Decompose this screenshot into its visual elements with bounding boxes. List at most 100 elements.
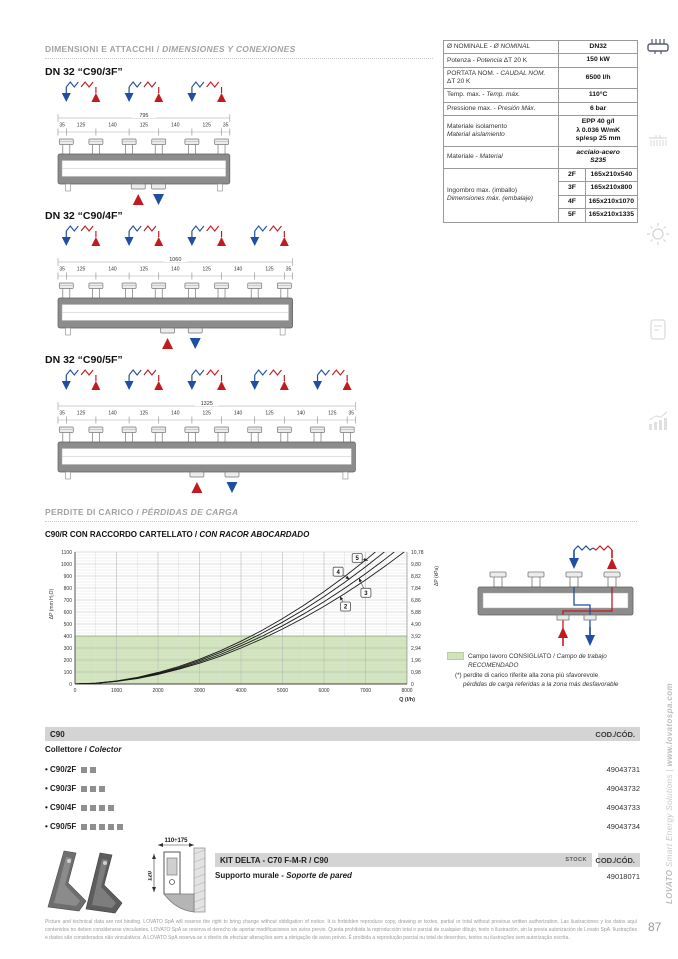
svg-text:35: 35 [286,267,292,273]
manifold-icon [647,39,669,54]
svg-text:125: 125 [140,411,149,417]
legend-note-2: pérdidas de carga referidas a la zona má… [463,681,619,689]
spec-row: 3F 165x210x800 [444,181,639,196]
svg-text:140: 140 [108,267,117,273]
svg-text:4,90: 4,90 [411,622,421,628]
svg-text:300: 300 [64,646,73,652]
svg-text:800: 800 [64,586,73,592]
c90-cod-label: COD./CÓD. [595,729,635,739]
legend-band-2: RECOMENDADO [468,662,519,670]
c90-row-name: • C90/2F [45,765,97,774]
svg-text:4: 4 [336,570,340,576]
svg-text:5,88: 5,88 [411,610,421,616]
svg-text:10,78: 10,78 [411,550,424,556]
section-title-es: DIMENSIONES Y CONEXIONES [162,44,296,54]
spec-row: Materiale - Material acciaio-acero S235 [442,145,638,169]
svg-text:9,80: 9,80 [411,562,421,568]
flow-schematic [477,545,634,646]
zone-square-icon [108,805,115,811]
spec-row: 5F 165x210x1335 [444,208,639,223]
spec-row: Pressione max. - Presión Máx. 6 bar [442,101,638,117]
svg-text:0: 0 [74,688,77,694]
svg-text:35: 35 [223,123,229,129]
spec-row: 4F 165x210x1070 [444,194,639,210]
svg-text:140: 140 [108,123,117,129]
c90-row-name: • C90/3F [45,784,106,793]
spec-row: Ingombro max. (imballo) Dimensiones máx.… [442,167,639,223]
svg-text:2: 2 [344,605,348,611]
svg-text:6000: 6000 [318,688,329,694]
spec-row: PORTATA NOM. - CAUDAL NOM. ΔT 20 K 6500 l… [442,66,638,90]
svg-text:7000: 7000 [360,688,371,694]
svg-text:500: 500 [64,622,73,628]
svg-text:140: 140 [171,267,180,273]
kit-delta-code: 49018071 [606,872,640,881]
svg-text:125: 125 [265,411,274,417]
svg-text:3,92: 3,92 [411,634,421,640]
svg-text:700: 700 [64,598,73,604]
manifold-drawing-c90-3f: 795 35 125 140 125 140 125 35 [57,81,231,205]
svg-text:0: 0 [69,682,72,688]
zone-square-icon [90,786,97,792]
sketch-dim-height: 120 [148,870,154,881]
svg-text:125: 125 [140,123,149,129]
chart-legend: Campo lavoro CONSIGLIATO / Campo de trab… [447,652,645,690]
zone-square-icon [99,824,106,830]
svg-text:140: 140 [234,411,243,417]
footer-disclaimer: Picture and technical data are not bindi… [45,919,637,941]
drawing-title-c90-5f: DN 32 “C90/5F” [45,354,123,366]
svg-text:3000: 3000 [194,688,205,694]
svg-text:125: 125 [77,267,86,273]
svg-text:1060: 1060 [169,257,181,263]
c90-row: • C90/3F 49043732 [45,779,640,798]
svg-text:8000: 8000 [401,688,412,694]
zone-square-icon [90,767,97,773]
svg-text:140: 140 [171,411,180,417]
page-number: 87 [648,920,662,934]
c90-subheader: Collettore / Colector [45,745,122,754]
spec-table-body: Ø NOMINALE - Ø NOMINAL DN32 Potenza - Pote… [442,39,639,223]
zone-square-icon [117,824,124,830]
fan-coil-icon [649,135,667,146]
svg-text:100: 100 [64,670,73,676]
svg-text:4000: 4000 [235,688,246,694]
svg-text:8,82: 8,82 [411,574,421,580]
pressure-title-es: PÉRDIDAS DE CARGA [141,507,239,517]
section-header-dimensions: DIMENSIONI E ATTACCHI / DIMENSIONES Y CO… [45,44,433,59]
svg-text:125: 125 [140,267,149,273]
zone-square-icon [81,805,88,811]
bracket-photo [47,850,123,914]
chart-icon [648,411,668,430]
svg-text:0,98: 0,98 [411,670,421,676]
svg-text:140: 140 [171,123,180,129]
svg-text:600: 600 [64,610,73,616]
svg-text:2000: 2000 [152,688,163,694]
manifold-drawing-c90-4f: 1060 35 125 140 125 140 125 140 125 35 [57,225,293,349]
svg-text:200: 200 [64,658,73,664]
svg-text:1325: 1325 [201,401,213,407]
schematic-stubs [489,571,621,588]
svg-text:ΔP (kPa): ΔP (kPa) [434,566,440,586]
spec-table: Ø NOMINALE - Ø NOMINAL DN32 Potenza - Pote… [442,39,639,223]
svg-text:125: 125 [328,411,337,417]
sidebar-brand-text: LOVATO Smart Energy Solutions | www.lova… [665,682,674,904]
c90-row-code: 49043732 [606,784,640,793]
c90-row-name: • C90/5F [45,822,124,831]
c90-row-code: 49043733 [606,803,640,812]
svg-text:35: 35 [59,123,65,129]
zone-square-icon [81,824,88,830]
spec-row: Ø NOMINALE - Ø NOMINAL DN32 [442,39,638,55]
spec-row: Potenza - Potencia ΔT 20 K 150 kW [442,53,638,68]
svg-text:1000: 1000 [61,562,72,568]
kit-delta-subtitle: Supporto murale - Soporte de pared [215,871,352,880]
chart-title: C90/R CON RACCORDO CARTELLATO / CON RACO… [45,530,310,539]
zone-square-icon [99,786,106,792]
zone-square-icon [108,824,115,830]
svg-text:125: 125 [77,411,86,417]
svg-text:0: 0 [411,682,414,688]
kit-delta-cod-chip: COD./CÓD. [595,853,640,867]
svg-text:125: 125 [203,123,212,129]
c90-row-code: 49043734 [606,822,640,831]
kit-delta-stock-badge: STOCK [565,857,587,863]
